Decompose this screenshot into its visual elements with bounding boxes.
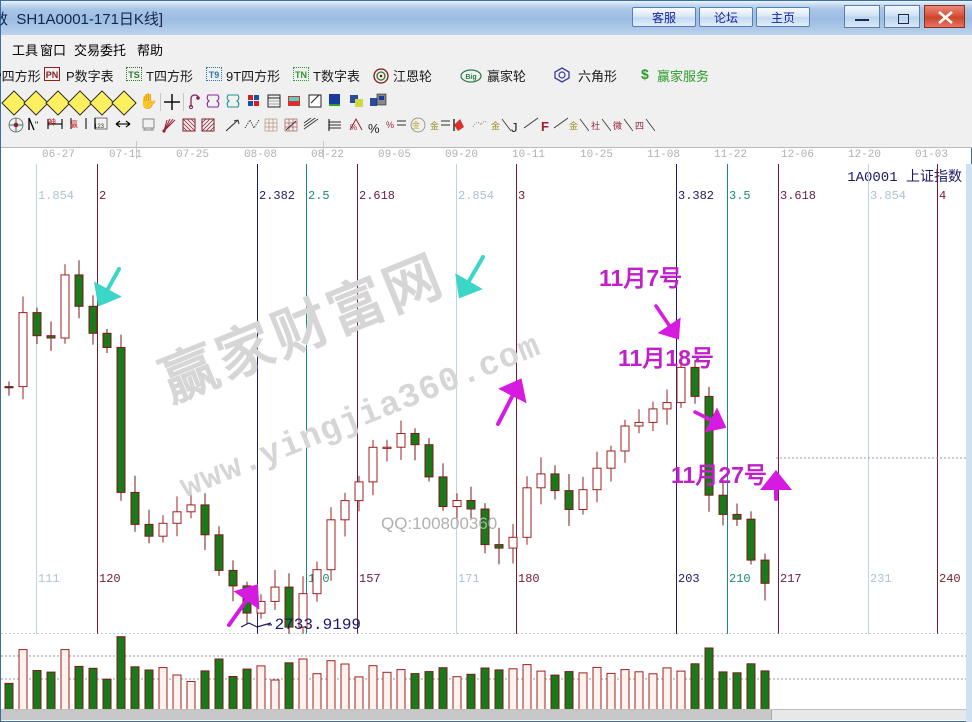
svg-text:": " xyxy=(35,120,38,130)
svg-text:金: 金 xyxy=(569,120,578,131)
svg-text:四: 四 xyxy=(635,121,644,131)
svg-text:社: 社 xyxy=(591,120,600,131)
svg-text:神: 神 xyxy=(48,117,56,127)
svg-text:✋: ✋ xyxy=(139,92,157,110)
svg-text:微: 微 xyxy=(613,120,622,131)
svg-text:赢: 赢 xyxy=(70,119,78,129)
svg-text:%: % xyxy=(386,120,394,130)
svg-text:金: 金 xyxy=(491,120,500,131)
svg-text:金: 金 xyxy=(430,120,439,131)
svg-text:Big: Big xyxy=(465,74,476,81)
svg-text:%: % xyxy=(350,123,357,132)
svg-text:123: 123 xyxy=(94,124,105,130)
svg-text:金: 金 xyxy=(412,120,420,130)
